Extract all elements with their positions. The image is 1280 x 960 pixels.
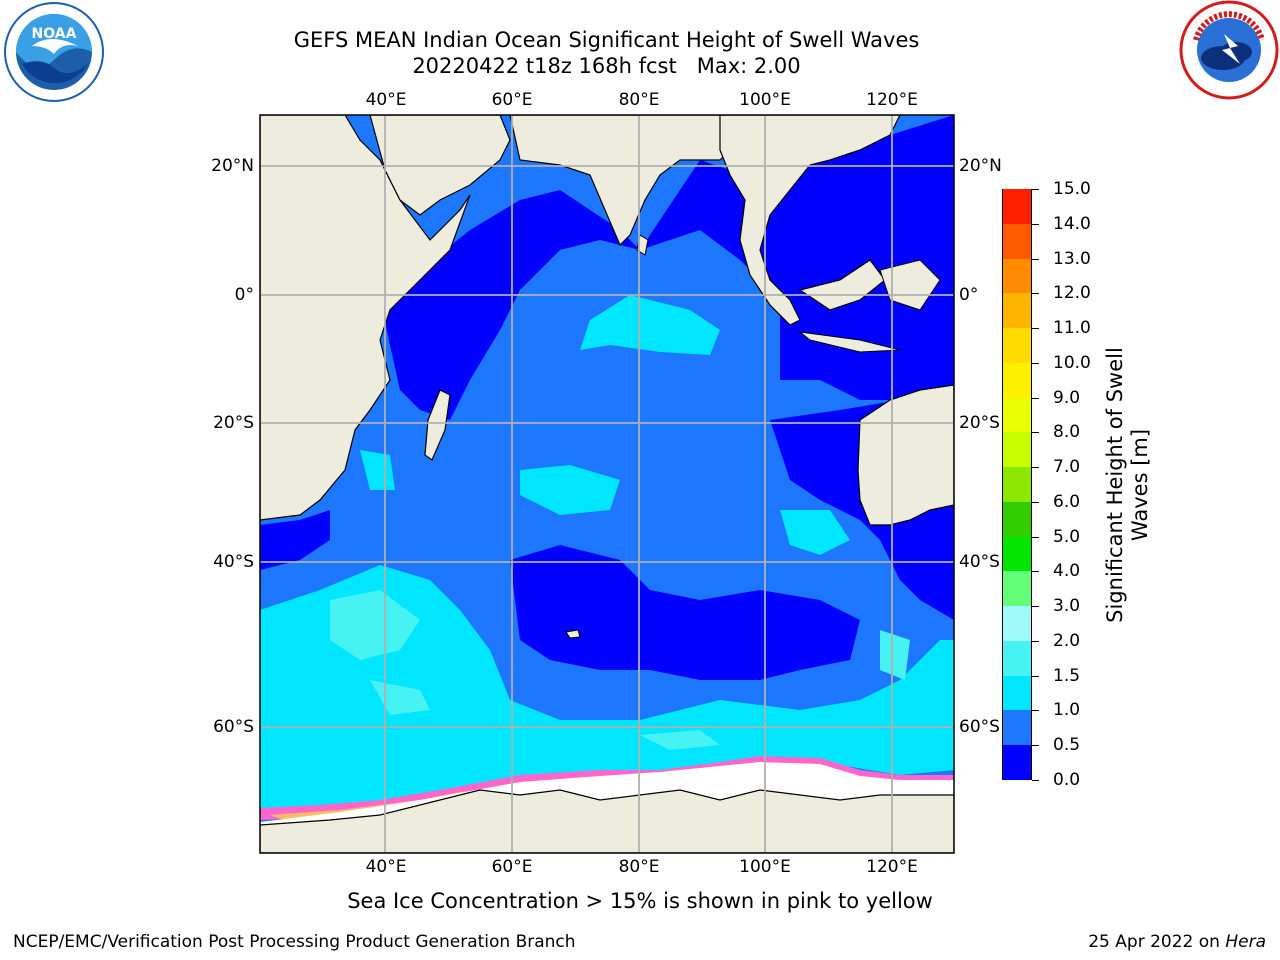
lon-tick-bottom-80e: 80°E <box>618 857 660 877</box>
colorbar-tick <box>1032 258 1039 260</box>
australia-land <box>857 384 954 526</box>
lon-tick-top-120e: 120°E <box>866 90 918 110</box>
colorbar-tick <box>1032 745 1039 747</box>
colorbar-tick <box>1032 640 1039 642</box>
colorbar-label: 13.0 <box>1053 248 1091 269</box>
colorbar-label: 7.0 <box>1053 457 1081 478</box>
lat-tick-right-20s: 20°S <box>959 413 1000 433</box>
colorbar-label: 1.5 <box>1053 665 1081 686</box>
lon-tick-bottom-60e: 60°E <box>491 857 533 877</box>
colorbar-segment <box>1003 605 1031 641</box>
lon-tick-top-80e: 80°E <box>618 90 660 110</box>
colorbar-label: 15.0 <box>1053 179 1091 199</box>
lat-tick-left-0: 0° <box>234 285 254 305</box>
colorbar-tick <box>1032 223 1039 225</box>
colorbar-segment <box>1003 709 1031 746</box>
swell-mid-regions <box>260 295 954 810</box>
lat-tick-right-40s: 40°S <box>959 552 1000 572</box>
map-title: GEFS MEAN Indian Ocean Significant Heigh… <box>293 28 920 52</box>
map-subtitle: 20220422 t18z 168h fcst Max: 2.00 <box>412 54 801 78</box>
noaa-logo: NOAA <box>4 2 104 102</box>
lon-tick-top-60e: 60°E <box>491 90 533 110</box>
colorbar-label: 4.0 <box>1053 561 1081 582</box>
colorbar-label: 14.0 <box>1053 213 1091 234</box>
colorbar-tick <box>1032 328 1039 330</box>
lat-tick-right-20n: 20°N <box>959 156 1002 176</box>
run-date: 25 Apr 2022 on <box>1088 932 1220 952</box>
colorbar-label: 0.5 <box>1053 735 1081 756</box>
colorbar-tick <box>1032 362 1039 364</box>
lat-tick-right-60s: 60°S <box>959 717 1000 737</box>
colorbar-segment <box>1003 466 1031 502</box>
colorbar-segment <box>1003 536 1031 572</box>
lat-tick-left-60s: 60°S <box>213 717 254 737</box>
lon-tick-bottom-100e: 100°E <box>739 857 791 877</box>
colorbar-label: 5.0 <box>1053 526 1081 547</box>
map-gridlines <box>260 115 954 853</box>
java-land <box>798 331 901 353</box>
run-host: Hera <box>1225 932 1266 952</box>
colorbar-segment <box>1003 223 1031 259</box>
colorbar-label: 3.0 <box>1053 596 1081 617</box>
colorbar-segment <box>1003 327 1031 363</box>
colorbar-label: 12.0 <box>1053 283 1091 304</box>
colorbar-tick <box>1032 293 1039 295</box>
colorbar-tick <box>1032 571 1039 573</box>
lon-tick-bottom-40e: 40°E <box>365 857 407 877</box>
lat-tick-left-40s: 40°S <box>213 552 254 572</box>
colorbar-tick <box>1032 710 1039 712</box>
colorbar-tick <box>1032 432 1039 434</box>
colorbar-tick <box>1032 536 1039 538</box>
lat-tick-left-20s: 20°S <box>213 413 254 433</box>
colorbar-segment <box>1003 570 1031 607</box>
colorbar-label: 2.0 <box>1053 630 1081 651</box>
colorbar-label: 1.0 <box>1053 700 1081 721</box>
madagascar-land <box>424 389 451 461</box>
colorbar-label: 11.0 <box>1053 318 1091 339</box>
colorbar-title: Significant Height of Swell Waves [m] <box>1103 347 1152 623</box>
antarctica-land <box>260 789 954 853</box>
colorbar-label: 8.0 <box>1053 422 1081 443</box>
colorbar-segment <box>1003 744 1031 780</box>
colorbar-label: 9.0 <box>1053 387 1081 408</box>
sea-ice-footnote: Sea Ice Concentration > 15% is shown in … <box>347 889 933 913</box>
colorbar-segment <box>1003 362 1031 398</box>
colorbar-label: 6.0 <box>1053 491 1081 512</box>
lat-tick-right-0: 0° <box>959 285 979 305</box>
colorbar-tick <box>1032 780 1039 781</box>
colorbar-tick <box>1032 606 1039 608</box>
colorbar-segment <box>1003 292 1031 329</box>
nws-logo <box>1179 0 1279 100</box>
colorbar-segment <box>1003 675 1031 711</box>
colorbar-segment <box>1003 431 1031 468</box>
producer-credit: NCEP/EMC/Verification Post Processing Pr… <box>13 932 576 952</box>
arabia-land <box>369 115 511 216</box>
lat-tick-left-20n: 20°N <box>211 156 254 176</box>
colorbar-tick <box>1032 501 1039 503</box>
colorbar-tick <box>1032 675 1039 677</box>
colorbar-segment <box>1003 501 1031 537</box>
colorbar-label: 0.0 <box>1053 770 1081 790</box>
colorbar-tick <box>1032 189 1039 190</box>
colorbar-tick <box>1032 397 1039 399</box>
colorbar <box>1002 188 1032 780</box>
colorbar-segment <box>1003 258 1031 294</box>
lon-tick-bottom-120e: 120°E <box>866 857 918 877</box>
colorbar-segment <box>1003 397 1031 433</box>
colorbar-label: 10.0 <box>1053 352 1091 373</box>
colorbar-segment <box>1003 640 1031 676</box>
lon-tick-top-40e: 40°E <box>365 90 407 110</box>
kerguelen-land <box>565 629 581 639</box>
colorbar-tick <box>1032 467 1039 469</box>
lon-tick-top-100e: 100°E <box>739 90 791 110</box>
svg-text:NOAA: NOAA <box>32 26 77 42</box>
run-date-credit: 25 Apr 2022 on Hera <box>1088 932 1266 952</box>
colorbar-segment <box>1003 188 1031 224</box>
map-frame <box>259 114 955 854</box>
